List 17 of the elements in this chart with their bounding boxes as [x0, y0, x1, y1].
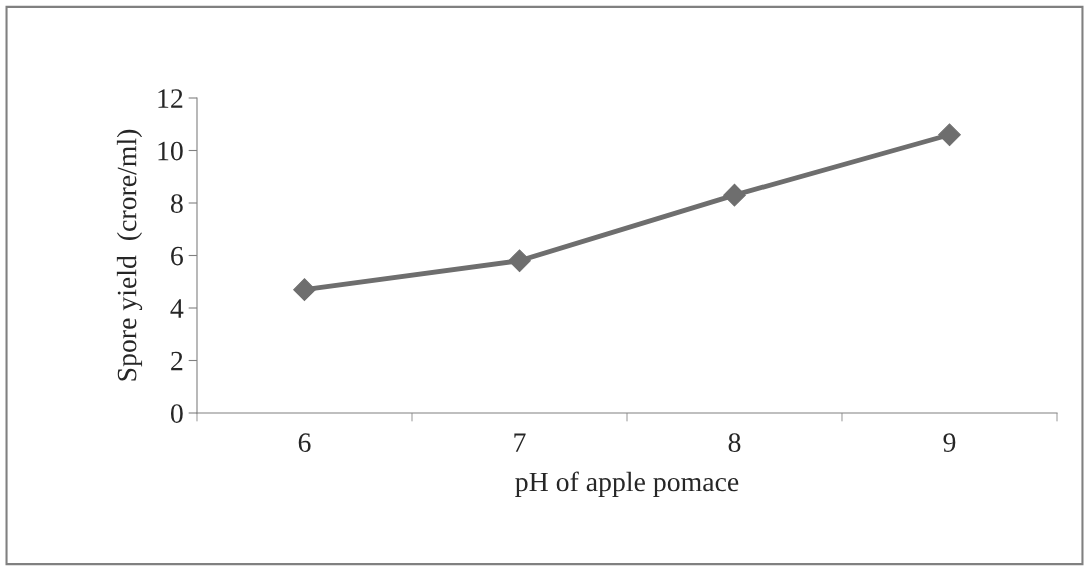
y-tick-label: 4: [170, 299, 184, 318]
point: [508, 249, 531, 273]
y-tick-label: 0: [170, 404, 183, 423]
x-tick-label: 6: [298, 433, 311, 452]
y-tick-label: 8: [170, 194, 183, 213]
y-tick-label: 10: [158, 141, 183, 161]
x-axis-title: pH of apple pomace: [515, 471, 739, 497]
point: [723, 183, 746, 207]
point: [938, 123, 961, 147]
y-axis-title: Spore yield (crore/ml): [116, 129, 143, 381]
x-tick-label: 9: [943, 433, 956, 452]
y-tick-label: 12: [158, 89, 183, 108]
x-tick-label: 8: [728, 433, 741, 452]
point: [293, 278, 316, 301]
y-tick-label: 6: [171, 246, 183, 266]
y-tick-label: 2: [171, 351, 183, 371]
x-tick-label: 7: [514, 433, 526, 452]
